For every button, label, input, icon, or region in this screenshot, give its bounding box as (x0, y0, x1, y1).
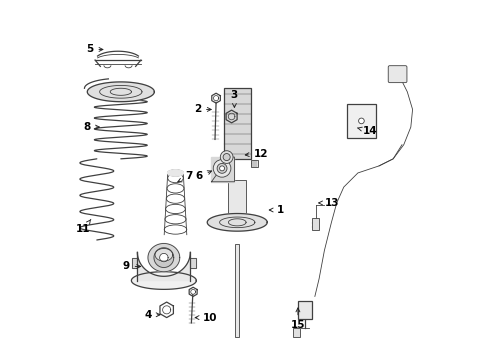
Text: 8: 8 (83, 122, 99, 132)
Bar (224, 88, 251, 159)
Bar (236, 243, 239, 337)
Text: 7: 7 (178, 171, 192, 182)
Text: 14: 14 (357, 126, 378, 136)
FancyBboxPatch shape (388, 66, 407, 83)
Text: 13: 13 (318, 198, 340, 208)
Text: 2: 2 (194, 104, 211, 114)
Polygon shape (212, 157, 234, 182)
Polygon shape (160, 253, 168, 262)
Text: 9: 9 (122, 261, 141, 271)
Circle shape (213, 159, 231, 177)
Text: 12: 12 (245, 149, 268, 158)
Circle shape (220, 151, 233, 163)
Bar (251, 159, 258, 167)
Polygon shape (148, 243, 180, 272)
Text: 1: 1 (269, 205, 284, 215)
Polygon shape (207, 213, 267, 231)
Polygon shape (87, 82, 154, 102)
Text: 5: 5 (86, 45, 103, 54)
Bar (312, 218, 319, 230)
Bar (298, 301, 312, 319)
Circle shape (359, 118, 364, 124)
Text: 6: 6 (196, 171, 212, 181)
Polygon shape (154, 248, 174, 267)
Polygon shape (137, 252, 190, 280)
Text: 4: 4 (144, 310, 160, 320)
Ellipse shape (168, 170, 183, 176)
Polygon shape (155, 248, 172, 261)
Bar (347, 104, 375, 138)
Polygon shape (190, 258, 196, 268)
Circle shape (220, 166, 224, 171)
Text: 3: 3 (231, 90, 238, 107)
Circle shape (217, 163, 227, 173)
Text: 10: 10 (195, 312, 217, 323)
Polygon shape (131, 272, 196, 289)
Circle shape (223, 154, 230, 161)
Text: 15: 15 (291, 308, 305, 330)
Bar (293, 328, 300, 337)
Polygon shape (132, 258, 137, 268)
Text: 11: 11 (76, 219, 91, 234)
Bar (228, 180, 246, 226)
